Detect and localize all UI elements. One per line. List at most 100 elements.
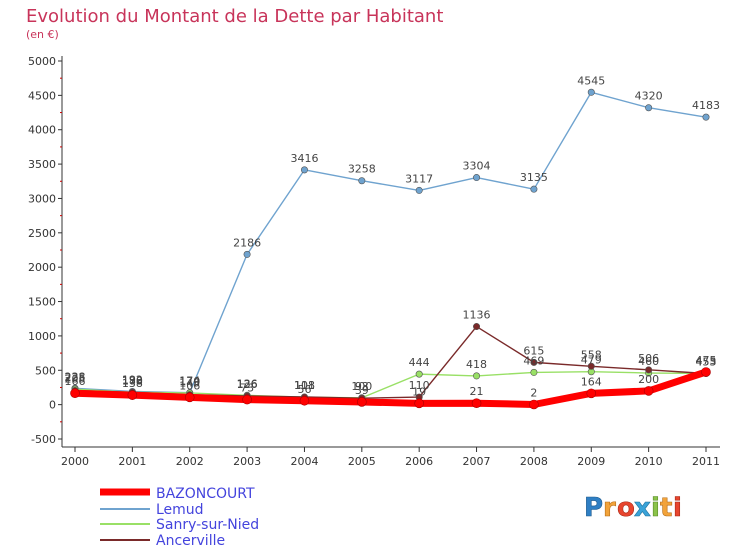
data-label: 126 bbox=[237, 378, 258, 391]
y-tick-label: 2500 bbox=[28, 227, 56, 240]
legend-label-sanry: Sanry-sur-Nied bbox=[156, 517, 259, 533]
y-tick-label: 3500 bbox=[28, 158, 56, 171]
y-tick-label: 5000 bbox=[28, 55, 56, 68]
data-label: 3258 bbox=[348, 163, 376, 176]
svg-text:i: i bbox=[673, 493, 682, 523]
x-tick-label: 2003 bbox=[233, 455, 261, 468]
data-point bbox=[471, 398, 482, 408]
data-label: 164 bbox=[581, 375, 602, 388]
data-label: 479 bbox=[581, 354, 602, 367]
x-tick-label: 2004 bbox=[290, 455, 318, 468]
data-point bbox=[587, 88, 595, 96]
data-label: 180 bbox=[122, 374, 143, 387]
data-label: 100 bbox=[351, 380, 372, 393]
svg-text:t: t bbox=[660, 493, 672, 523]
data-label: 205 bbox=[65, 373, 86, 386]
data-label: 108 bbox=[294, 379, 315, 392]
data-labels: 238 192 1742186341632583117330431354545432… bbox=[65, 74, 721, 399]
data-label: 138 bbox=[122, 377, 143, 390]
data-label: 4320 bbox=[635, 90, 663, 103]
y-tick-label: 1000 bbox=[28, 330, 56, 343]
data-label: 110 bbox=[409, 379, 430, 392]
data-label: 4545 bbox=[577, 74, 605, 87]
x-tick-label: 2000 bbox=[61, 455, 89, 468]
data-label: 455 bbox=[696, 355, 717, 368]
svg-text:i: i bbox=[651, 493, 660, 523]
proxiti-logo: P r o x i t i bbox=[584, 493, 683, 524]
data-point bbox=[586, 388, 597, 399]
data-point bbox=[70, 388, 80, 399]
data-label: 469 bbox=[523, 354, 544, 367]
data-point bbox=[530, 185, 538, 193]
data-label: 3416 bbox=[290, 152, 318, 165]
y-tick-label: 3000 bbox=[28, 192, 56, 205]
data-label: 2186 bbox=[233, 236, 261, 249]
data-point bbox=[473, 174, 481, 182]
data-label: 3135 bbox=[520, 171, 548, 184]
data-point bbox=[473, 323, 481, 331]
data-label: 136 bbox=[237, 377, 258, 390]
data-label: 3117 bbox=[405, 172, 433, 185]
data-label: 106 bbox=[179, 379, 200, 392]
data-label: 56 bbox=[297, 383, 311, 396]
data-label: 1136 bbox=[463, 309, 491, 322]
data-label: 166 bbox=[65, 375, 86, 388]
data-label: 558 bbox=[581, 348, 602, 361]
data-point bbox=[242, 394, 252, 405]
x-tick-label: 2008 bbox=[520, 455, 548, 468]
data-point bbox=[184, 392, 195, 403]
data-label: 73 bbox=[240, 382, 254, 395]
data-point bbox=[127, 390, 138, 400]
data-label: 192 bbox=[122, 373, 143, 386]
legend-label-lemud: Lemud bbox=[156, 502, 204, 518]
x-tick-label: 2007 bbox=[463, 455, 491, 468]
data-point bbox=[300, 166, 308, 174]
series-layer bbox=[70, 88, 711, 410]
data-point bbox=[645, 104, 653, 112]
data-label: 39 bbox=[355, 384, 369, 397]
data-label: 2 bbox=[530, 386, 537, 399]
chart-title: Evolution du Montant de la Dette par Hab… bbox=[26, 6, 443, 27]
data-point bbox=[243, 250, 251, 258]
data-label: 506 bbox=[638, 352, 659, 365]
data-label: 4183 bbox=[692, 99, 720, 112]
data-label: 615 bbox=[523, 344, 544, 357]
data-point bbox=[358, 177, 366, 185]
data-label: 170 bbox=[179, 375, 200, 388]
data-point bbox=[530, 358, 538, 366]
data-label: 460 bbox=[638, 355, 659, 368]
data-point bbox=[702, 113, 710, 121]
data-label: 475 bbox=[696, 354, 717, 367]
y-tick-label: -500 bbox=[31, 433, 56, 446]
x-tick-label: 2010 bbox=[635, 455, 663, 468]
legend-label-bazoncourt: BAZONCOURT bbox=[156, 486, 255, 502]
data-point bbox=[587, 362, 595, 370]
y-tick-label: 1500 bbox=[28, 296, 56, 309]
data-label: 453 bbox=[696, 356, 717, 369]
data-point bbox=[473, 372, 481, 380]
svg-text:P: P bbox=[584, 493, 603, 523]
data-point bbox=[414, 398, 424, 409]
x-tick-label: 2009 bbox=[577, 455, 605, 468]
data-point bbox=[529, 399, 539, 410]
data-label: 174 bbox=[179, 375, 200, 388]
data-label: 145 bbox=[179, 377, 200, 390]
data-label: 225 bbox=[65, 371, 86, 384]
data-label: 21 bbox=[470, 385, 484, 398]
series-line-ancerville bbox=[74, 325, 707, 399]
data-point bbox=[643, 386, 654, 396]
data-label: 111 bbox=[294, 379, 315, 392]
y-tick-label: 500 bbox=[35, 364, 56, 377]
series-line-sanry-sur-nied bbox=[74, 371, 707, 399]
legend-label-ancerville: Ancerville bbox=[156, 533, 225, 549]
y-axis-ticks: -500 0 500 1000 1500 2000 2500 3000 3500 4000 4500… bbox=[28, 55, 62, 446]
data-label: 200 bbox=[638, 373, 659, 386]
x-axis-ticks: 2000 2001 2002 2003 2004 2005 2006 2007 2008 2009… bbox=[61, 447, 720, 468]
x-tick-label: 2005 bbox=[348, 455, 376, 468]
y-tick-label: 2000 bbox=[28, 261, 56, 274]
data-point bbox=[299, 395, 310, 406]
data-point bbox=[530, 368, 538, 376]
x-tick-label: 2001 bbox=[118, 455, 146, 468]
data-label: 178 bbox=[122, 374, 143, 387]
